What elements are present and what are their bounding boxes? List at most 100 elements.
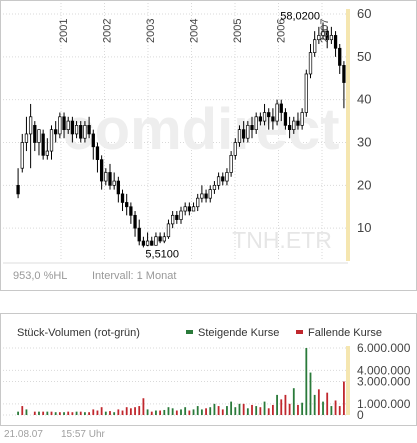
x-tick-label: 2004 [189, 19, 201, 43]
volume-grid [3, 347, 348, 416]
candle-body [70, 120, 75, 135]
volume-y-tick-label: 4.000.000 [357, 363, 411, 377]
y-tick-label: 40 [357, 92, 371, 107]
volume-bar-falling [142, 398, 145, 415]
candle-body [116, 180, 120, 195]
volume-bar-rising [213, 403, 216, 415]
volume-bar-rising [309, 372, 312, 415]
volume-bar-falling [134, 407, 136, 415]
candle-body [41, 133, 45, 156]
volume-bar-falling [50, 411, 53, 415]
x-tick-label: 2003 [145, 19, 157, 43]
candle-body [216, 176, 221, 186]
volume-bar-rising [263, 401, 266, 415]
volume-bar-falling [188, 410, 191, 415]
volume-bar-falling [150, 411, 153, 415]
volume-bar-rising [209, 407, 212, 415]
volume-bar-rising [276, 394, 278, 415]
candle-body [99, 159, 104, 182]
x-tick-label: 2002 [102, 19, 114, 43]
candle-body [58, 116, 62, 135]
volume-bars [17, 348, 345, 415]
volume-bar-falling [175, 410, 178, 415]
candle-body [262, 112, 267, 122]
candle-body [179, 210, 183, 220]
volume-title: Stück-Volumen (rot-grün) [17, 327, 140, 339]
volume-bar-falling [67, 411, 70, 415]
x-tick-label: 2001 [58, 19, 70, 43]
candle-body [292, 120, 296, 131]
volume-bar-falling [288, 403, 291, 415]
timestamp-time: 15:57 Uhr [60, 429, 105, 440]
volume-bar-falling [96, 410, 99, 415]
candle-body [62, 116, 66, 131]
candle-body [300, 112, 304, 126]
legend-rising-label: Steigende Kurse [198, 327, 280, 339]
candle-body [104, 172, 108, 182]
candle-body [49, 129, 54, 152]
volume-bar-rising [184, 407, 187, 415]
candle-body [125, 202, 129, 208]
candle-body [296, 120, 300, 126]
volume-bar-rising [234, 407, 237, 415]
volume-bar-rising [167, 407, 170, 415]
candle-body [329, 35, 334, 41]
candle-body [79, 125, 83, 139]
footer-interval: Intervall: 1 Monat [92, 270, 176, 282]
legend-rising: Steigende Kurse [186, 327, 279, 339]
candle-body [137, 227, 141, 242]
price-chart: comdirect TNH.ETR 2001 2002 2003 2004 2005 20… [3, 3, 371, 282]
candle-body [120, 193, 125, 203]
volume-bar-falling [251, 404, 253, 415]
y-tick-label: 30 [357, 135, 371, 150]
y-tick-label: 50 [357, 49, 371, 64]
candle-body [317, 35, 321, 41]
candle-body [233, 142, 237, 156]
x-tick-label: 2005 [232, 19, 244, 43]
candle-body [254, 116, 258, 131]
candle-body [187, 206, 191, 212]
volume-bar-falling [79, 411, 82, 415]
volume-bar-falling [343, 381, 345, 415]
candle-body [158, 236, 162, 242]
price-chart-panel: comdirect TNH.ETR 2001 2002 2003 2004 2005 20… [0, 0, 417, 291]
candle-body [33, 125, 37, 143]
x-axis-labels: 2001 2002 2003 2004 2005 2006 2007 [58, 19, 331, 43]
footer-percent-hl: 953,0 %HL [13, 270, 67, 282]
candle-body [171, 214, 175, 225]
legend-falling-swatch [296, 330, 303, 334]
volume-bar-rising [301, 402, 304, 415]
volume-bar-rising [146, 409, 149, 415]
volume-bar-falling [92, 409, 95, 415]
candle-body [313, 39, 317, 53]
candle-body [275, 103, 279, 122]
candle-body [83, 125, 87, 139]
candle-body [45, 150, 49, 156]
volume-bar-falling [317, 389, 320, 415]
volume-bar-falling [334, 400, 337, 415]
volume-bar-rising [330, 406, 333, 415]
candle-body [229, 155, 233, 173]
min-price-label: 5,5100 [145, 248, 179, 260]
volume-bar-rising [25, 409, 28, 415]
candle-body [283, 112, 288, 126]
candle-body [24, 133, 29, 143]
volume-bar-falling [159, 410, 162, 415]
current-period-marker [346, 9, 350, 261]
x-tick-label: 2007 [319, 19, 331, 43]
candle-body [204, 193, 208, 199]
legend-falling: Fallende Kurse [296, 327, 382, 339]
candle-body [287, 125, 292, 131]
volume-y-tick-label: 1.000.000 [357, 397, 411, 411]
legend-falling-label: Fallende Kurse [308, 327, 382, 339]
y-tick-label: 10 [357, 220, 371, 235]
volume-bar-rising [75, 411, 78, 415]
candle-body [166, 223, 171, 238]
volume-bar-falling [284, 394, 287, 415]
candle-body [133, 214, 137, 229]
volume-y-tick-label: 3.000.000 [357, 375, 411, 389]
volume-bar-falling [125, 407, 128, 415]
candle-body [162, 236, 166, 242]
